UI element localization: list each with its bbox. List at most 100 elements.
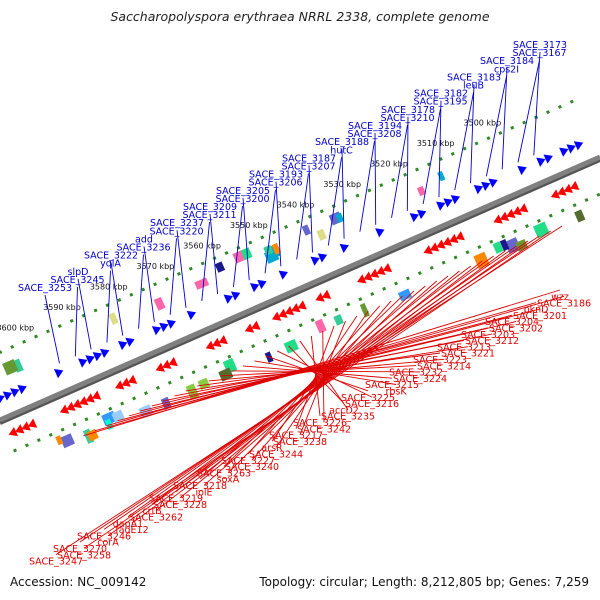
forward-gene-arrow — [223, 294, 233, 304]
gene-label: SACE_3220 — [149, 226, 203, 237]
reverse-gene-arrow — [85, 393, 95, 403]
feature-block — [492, 241, 504, 254]
reverse-gene-arrow — [218, 334, 228, 345]
gene-label: SACE_3221 — [441, 349, 495, 360]
gene-label: SACE_3201 — [513, 311, 567, 322]
reverse-gene-arrow — [278, 308, 288, 318]
forward-gene-arrow — [53, 369, 64, 379]
label-leader-line — [74, 286, 78, 357]
forward-gene-arrow — [443, 198, 453, 208]
forward-gene-arrow — [257, 279, 267, 290]
label-leader-line — [77, 278, 92, 350]
label-leader-line — [55, 225, 563, 555]
feature-block — [263, 244, 274, 256]
label-leader-line — [485, 76, 507, 177]
feature-block — [316, 228, 327, 241]
reverse-gene-arrow — [291, 303, 301, 313]
feature-block — [214, 261, 226, 273]
tick-label: 3590 kbp — [43, 303, 81, 312]
reverse-gene-arrow — [284, 305, 295, 316]
tick-label: 3570 kbp — [137, 262, 175, 271]
reverse-gene-arrow — [357, 274, 367, 284]
gene-label: SACE_3208 — [347, 129, 401, 140]
tick-label: 3550 kbp — [230, 221, 268, 230]
tick-label: 3520 kbp — [370, 160, 408, 169]
feature-block — [314, 318, 327, 334]
tick-dots-outer — [0, 98, 576, 354]
forward-gene-arrow — [409, 213, 419, 223]
label-leader-line — [106, 270, 111, 343]
reverse-gene-arrow — [79, 396, 89, 406]
gene-label: add — [135, 234, 153, 245]
label-leader-line — [138, 254, 144, 329]
label-leader-line — [391, 124, 408, 218]
gene-label: SACE_3167 — [512, 48, 566, 59]
forward-gene-arrow — [100, 348, 110, 359]
label-leader-line — [374, 132, 377, 225]
gene-label: SACE_3205 — [216, 186, 270, 197]
backbone-axis — [0, 154, 600, 423]
gene-label: SACE_3258 — [57, 550, 111, 561]
gene-label: SACE_3226 — [293, 418, 347, 429]
reverse-gene-arrow — [570, 180, 580, 191]
reverse-gene-arrow — [512, 206, 522, 216]
gene-label: SACE_3195 — [413, 97, 467, 108]
reverse-gene-arrow — [363, 271, 373, 281]
label-leader-line — [406, 116, 409, 211]
forward-gene-arrow — [159, 322, 169, 333]
gene-label: slpD — [68, 267, 89, 278]
feature-block — [359, 302, 370, 318]
forward-gene-arrow — [450, 195, 461, 205]
gene-label: SACE_3219 — [149, 494, 203, 505]
label-leader-line — [422, 108, 441, 205]
gene-label: SACE_3200 — [215, 194, 269, 205]
feature-block — [283, 338, 299, 354]
reverse-gene-arrow — [72, 398, 83, 409]
map-title: Saccharopolyspora erythraea NRRL 2338, c… — [110, 9, 490, 24]
feature-block — [499, 239, 510, 252]
reverse-gene-arrow — [168, 356, 178, 367]
gene-label: SACE_3188 — [315, 137, 369, 148]
reverse-gene-arrow — [519, 203, 529, 213]
feature-block — [111, 409, 125, 423]
gene-label: SACE_3263 — [197, 468, 251, 479]
reverse-gene-arrow — [506, 208, 516, 219]
label-leader-line — [454, 92, 474, 191]
gene-label: SACE_3209 — [183, 202, 237, 213]
gene-label: SACE_3184 — [480, 56, 534, 67]
gene-label: SACE_3178 — [381, 105, 435, 116]
gene-label: leuB — [463, 81, 484, 92]
tick-label: 3600 kbp — [0, 323, 34, 332]
forward-gene-arrow — [151, 326, 162, 336]
gene-label: SACE_3253 — [18, 283, 72, 294]
gene-label: SACE_3223 — [413, 355, 467, 366]
label-leader-line — [151, 327, 489, 407]
forward-gene-arrow — [2, 391, 13, 401]
reverse-gene-arrow — [91, 390, 102, 400]
forward-gene-arrow — [517, 165, 527, 176]
feature-block — [197, 377, 211, 390]
reverse-gene-arrow — [493, 214, 503, 224]
gene-label: SACE_3238 — [273, 437, 327, 448]
reverse-gene-arrow — [455, 231, 465, 241]
gene-label: yqiA — [100, 259, 121, 270]
reverse-gene-arrow — [251, 320, 261, 330]
gene-label: SACE_3182 — [414, 89, 468, 100]
label-leader-line — [247, 305, 381, 455]
gene-label: SACE_3244 — [249, 450, 303, 461]
forward-gene-arrow — [536, 157, 546, 167]
gene-label: hutC — [330, 145, 353, 156]
label-leader-line — [501, 68, 508, 170]
tick-label: 3510 kbp — [417, 139, 455, 148]
feature-block — [271, 242, 282, 255]
gene-label: SACE_3247 — [29, 557, 83, 568]
reverse-gene-arrow — [376, 265, 386, 275]
feature-block — [160, 396, 172, 411]
reverse-gene-arrow — [127, 374, 138, 384]
label-leader-line — [199, 285, 426, 480]
reverse-gene-arrow — [382, 263, 393, 273]
label-leader-line — [438, 100, 442, 198]
gene-label: SACE_3193 — [249, 170, 303, 181]
gene-label: SACE_3210 — [380, 113, 434, 124]
